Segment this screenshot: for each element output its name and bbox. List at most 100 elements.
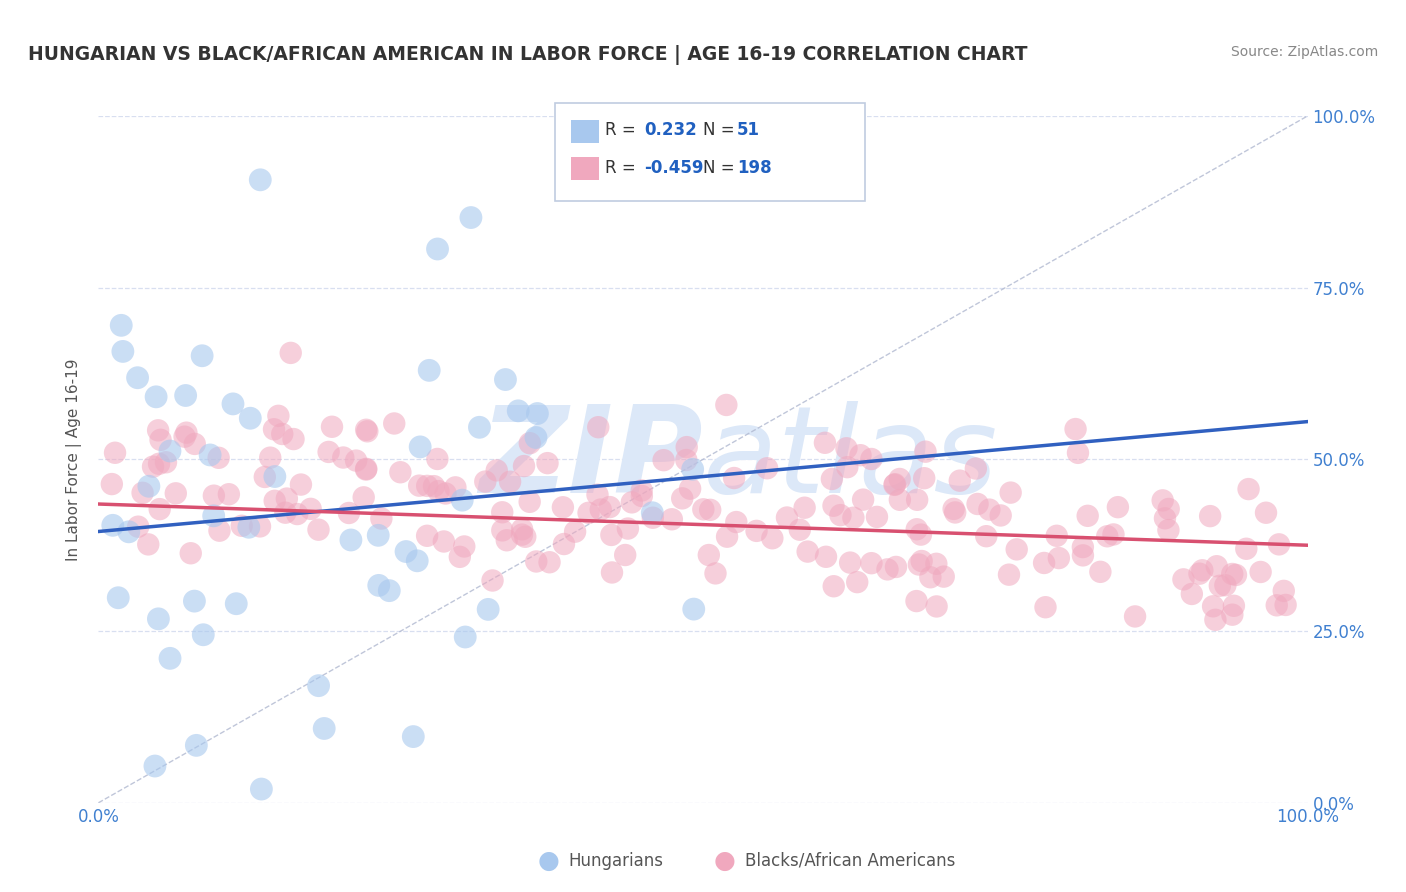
Point xyxy=(830,508,852,522)
Point xyxy=(1220,566,1243,581)
Point xyxy=(184,437,207,451)
Point xyxy=(111,344,134,359)
Point xyxy=(932,569,955,583)
Point xyxy=(814,435,837,450)
Point xyxy=(692,502,714,516)
Text: N =: N = xyxy=(703,159,740,177)
Point xyxy=(186,739,208,753)
Point xyxy=(849,448,872,462)
Text: atlas: atlas xyxy=(703,401,998,518)
Point xyxy=(524,430,547,444)
Point xyxy=(208,524,231,538)
Point xyxy=(776,510,799,524)
Point xyxy=(239,411,262,425)
Point xyxy=(846,575,869,590)
Text: 51: 51 xyxy=(737,121,759,139)
Point xyxy=(382,417,405,431)
Point xyxy=(285,507,308,521)
Y-axis label: In Labor Force | Age 16-19: In Labor Force | Age 16-19 xyxy=(66,358,83,561)
Point xyxy=(356,462,378,476)
Point xyxy=(789,523,811,537)
Point xyxy=(131,485,153,500)
Point xyxy=(716,530,738,544)
Point xyxy=(553,537,575,551)
Point xyxy=(966,497,988,511)
Point xyxy=(491,524,513,538)
Point xyxy=(1191,563,1213,577)
Point xyxy=(485,463,508,477)
Point xyxy=(508,404,530,418)
Point xyxy=(704,566,727,581)
Point xyxy=(159,651,181,665)
Point xyxy=(1102,527,1125,541)
Text: Source: ZipAtlas.com: Source: ZipAtlas.com xyxy=(1230,45,1378,59)
Point xyxy=(661,512,683,526)
Point xyxy=(1047,551,1070,566)
Point xyxy=(267,409,290,423)
Point xyxy=(460,211,482,225)
Point xyxy=(697,548,720,562)
Point xyxy=(914,444,936,458)
Point xyxy=(682,602,704,616)
Point xyxy=(271,427,294,442)
Point xyxy=(426,242,449,256)
Point xyxy=(231,518,253,533)
Point xyxy=(889,492,911,507)
Point xyxy=(1071,540,1094,554)
Point xyxy=(283,432,305,446)
Point xyxy=(671,491,693,506)
Point xyxy=(491,505,513,519)
Point xyxy=(136,537,159,551)
Point xyxy=(852,492,875,507)
Point xyxy=(1046,529,1069,543)
Point xyxy=(796,544,818,558)
Point xyxy=(1274,598,1296,612)
Point xyxy=(1250,565,1272,579)
Point xyxy=(308,679,330,693)
Point xyxy=(370,511,392,525)
Point xyxy=(925,557,948,571)
Point xyxy=(965,461,987,475)
Point xyxy=(586,488,609,502)
Point xyxy=(191,349,214,363)
Point xyxy=(630,483,652,498)
Point xyxy=(159,444,181,458)
Point xyxy=(198,448,221,462)
Point xyxy=(250,782,273,797)
Point xyxy=(617,522,640,536)
Point xyxy=(979,502,1001,516)
Point xyxy=(1067,446,1090,460)
Point xyxy=(208,450,231,465)
Point xyxy=(842,510,865,524)
Point xyxy=(990,508,1012,523)
Point xyxy=(908,558,931,572)
Point xyxy=(367,528,389,542)
Text: R =: R = xyxy=(605,121,641,139)
Point xyxy=(433,534,456,549)
Point xyxy=(202,489,225,503)
Point xyxy=(998,567,1021,582)
Point xyxy=(578,506,600,520)
Point xyxy=(416,479,439,493)
Point xyxy=(274,506,297,520)
Point xyxy=(1000,485,1022,500)
Point xyxy=(395,544,418,558)
Point xyxy=(860,556,883,570)
Point xyxy=(682,462,704,476)
Point xyxy=(276,491,298,506)
Point xyxy=(793,500,815,515)
Point xyxy=(1265,599,1288,613)
Point xyxy=(942,502,965,516)
Point xyxy=(280,346,302,360)
Point xyxy=(249,519,271,533)
Point xyxy=(974,529,997,543)
Point xyxy=(1033,556,1056,570)
Point xyxy=(434,486,457,500)
Point xyxy=(614,548,637,562)
Point xyxy=(814,549,837,564)
Point xyxy=(408,478,430,492)
Point xyxy=(145,390,167,404)
Point xyxy=(225,597,247,611)
Point xyxy=(912,471,935,485)
Point xyxy=(142,459,165,474)
